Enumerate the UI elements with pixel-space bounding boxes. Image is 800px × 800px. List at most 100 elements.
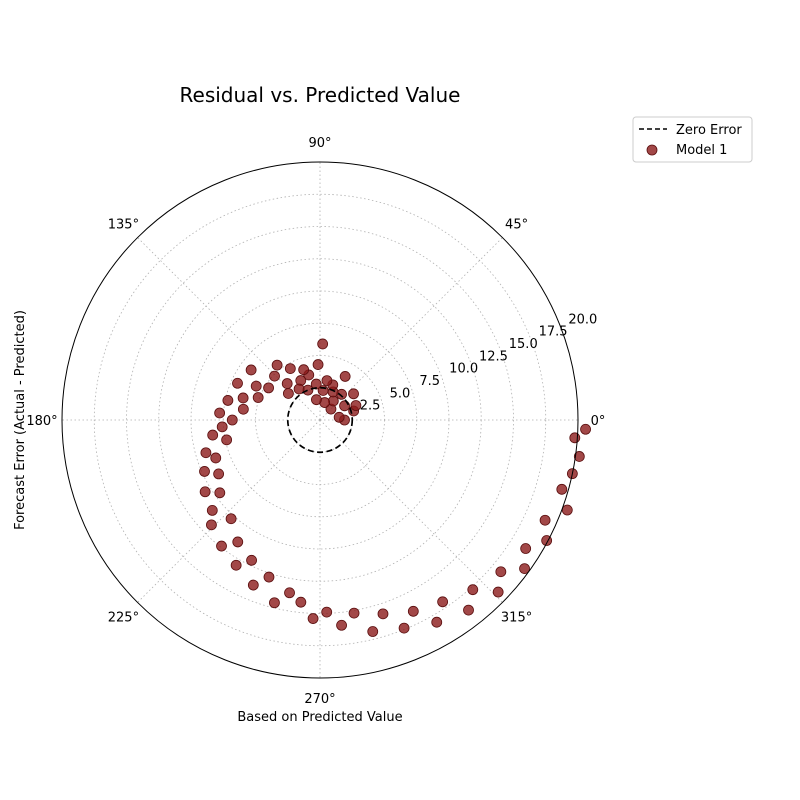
data-point-60 <box>307 613 319 624</box>
data-point-70 <box>463 604 474 616</box>
data-point-28 <box>282 388 294 399</box>
data-point-74 <box>519 563 530 575</box>
data-point-26 <box>281 378 293 389</box>
data-point-1 <box>333 411 345 423</box>
data-point-51 <box>216 540 227 552</box>
data-point-52 <box>232 536 244 548</box>
data-point-3 <box>350 400 362 411</box>
data-point-33 <box>252 392 264 403</box>
data-point-21 <box>302 384 314 396</box>
data-point-63 <box>348 607 360 619</box>
data-point-65 <box>377 608 389 620</box>
legend-model-1-label: Model 1 <box>676 143 727 158</box>
theta-tick-label-7: 315° <box>501 611 532 626</box>
radial-gridline-6 <box>93 193 547 647</box>
data-point-38 <box>226 414 238 426</box>
data-point-15 <box>317 338 329 350</box>
data-point-68 <box>431 616 443 628</box>
data-point-75 <box>520 543 532 554</box>
data-point-41 <box>221 434 233 446</box>
angular-gridline-7 <box>319 419 503 603</box>
radial-tick-label-5: 15.0 <box>509 337 538 352</box>
theta-tick-label-3: 135° <box>108 217 139 232</box>
data-point-36 <box>237 403 249 415</box>
data-point-30 <box>263 382 274 394</box>
radial-tick-label-1: 5.0 <box>390 386 411 401</box>
radial-tick-label-7: 20.0 <box>568 312 597 327</box>
legend-model-1-swatch <box>646 144 658 156</box>
data-point-55 <box>247 579 259 591</box>
data-point-18 <box>311 394 322 406</box>
data-point-47 <box>214 487 226 499</box>
data-point-25 <box>271 359 283 371</box>
chart-title: Residual vs. Predicted Value <box>180 83 461 107</box>
data-point-53 <box>230 559 242 571</box>
data-point-79 <box>556 483 568 495</box>
data-point-61 <box>321 606 333 618</box>
data-point-40 <box>207 429 219 441</box>
data-point-69 <box>437 596 449 608</box>
data-point-13 <box>321 375 333 387</box>
data-point-43 <box>210 452 222 464</box>
data-point-44 <box>199 466 210 477</box>
radial-tick-label-4: 12.5 <box>479 349 508 364</box>
data-point-9 <box>339 371 351 382</box>
data-point-57 <box>269 597 280 609</box>
data-point-27 <box>269 370 280 382</box>
theta-tick-label-1: 45° <box>505 217 528 232</box>
legend-zero-error-label: Zero Error <box>676 123 742 138</box>
theta-tick-label-4: 180° <box>26 414 57 429</box>
data-point-58 <box>284 587 295 599</box>
data-points <box>199 338 591 637</box>
theta-tick-label-2: 90° <box>308 136 331 151</box>
data-point-35 <box>222 395 234 406</box>
legend-box <box>632 116 753 163</box>
theta-tick-labels: 0° 45° 90° 135° 180° 225° 270° 315° <box>26 136 605 707</box>
data-point-83 <box>580 423 591 435</box>
data-point-45 <box>213 468 225 480</box>
data-point-34 <box>237 392 249 404</box>
data-point-32 <box>232 377 243 389</box>
data-point-42 <box>200 447 212 459</box>
data-point-56 <box>263 571 275 583</box>
data-point-24 <box>293 383 305 395</box>
data-point-67 <box>407 605 419 617</box>
polar-grid <box>62 162 578 678</box>
data-point-78 <box>561 504 573 516</box>
theta-tick-label-0: 0° <box>591 414 606 429</box>
zero-error-circle <box>286 386 354 454</box>
data-point-72 <box>492 586 504 598</box>
data-point-5 <box>348 388 359 400</box>
data-point-16 <box>312 359 324 370</box>
zero-error-ring <box>286 386 354 454</box>
data-point-50 <box>225 513 237 525</box>
data-point-17 <box>310 378 322 390</box>
data-point-29 <box>245 364 257 376</box>
data-point-39 <box>216 421 228 433</box>
angular-gridline-3 <box>137 237 321 421</box>
data-point-77 <box>539 514 551 526</box>
polar-frame <box>61 161 579 679</box>
radial-tick-label-2: 7.5 <box>419 374 440 389</box>
data-point-31 <box>250 380 262 392</box>
x-axis-label: Based on Predicted Value <box>237 710 402 725</box>
data-point-82 <box>569 432 581 444</box>
data-point-81 <box>573 451 585 462</box>
polar-outline <box>61 161 579 679</box>
data-point-73 <box>495 566 507 578</box>
data-point-54 <box>246 554 257 566</box>
data-point-49 <box>206 519 217 531</box>
data-point-20 <box>298 364 310 376</box>
data-point-66 <box>398 622 410 634</box>
legend: Zero Error Model 1 <box>632 116 753 163</box>
radial-tick-label-6: 17.5 <box>539 325 568 340</box>
data-point-59 <box>295 596 307 608</box>
theta-tick-label-5: 225° <box>108 611 139 626</box>
data-point-37 <box>214 407 226 419</box>
radial-tick-label-0: 2.5 <box>360 399 381 414</box>
data-point-71 <box>467 584 479 596</box>
radial-tick-labels: 2.5 5.0 7.5 10.012.515.017.520.0 <box>360 312 598 413</box>
data-point-23 <box>284 363 296 375</box>
theta-tick-label-6: 270° <box>304 692 335 707</box>
